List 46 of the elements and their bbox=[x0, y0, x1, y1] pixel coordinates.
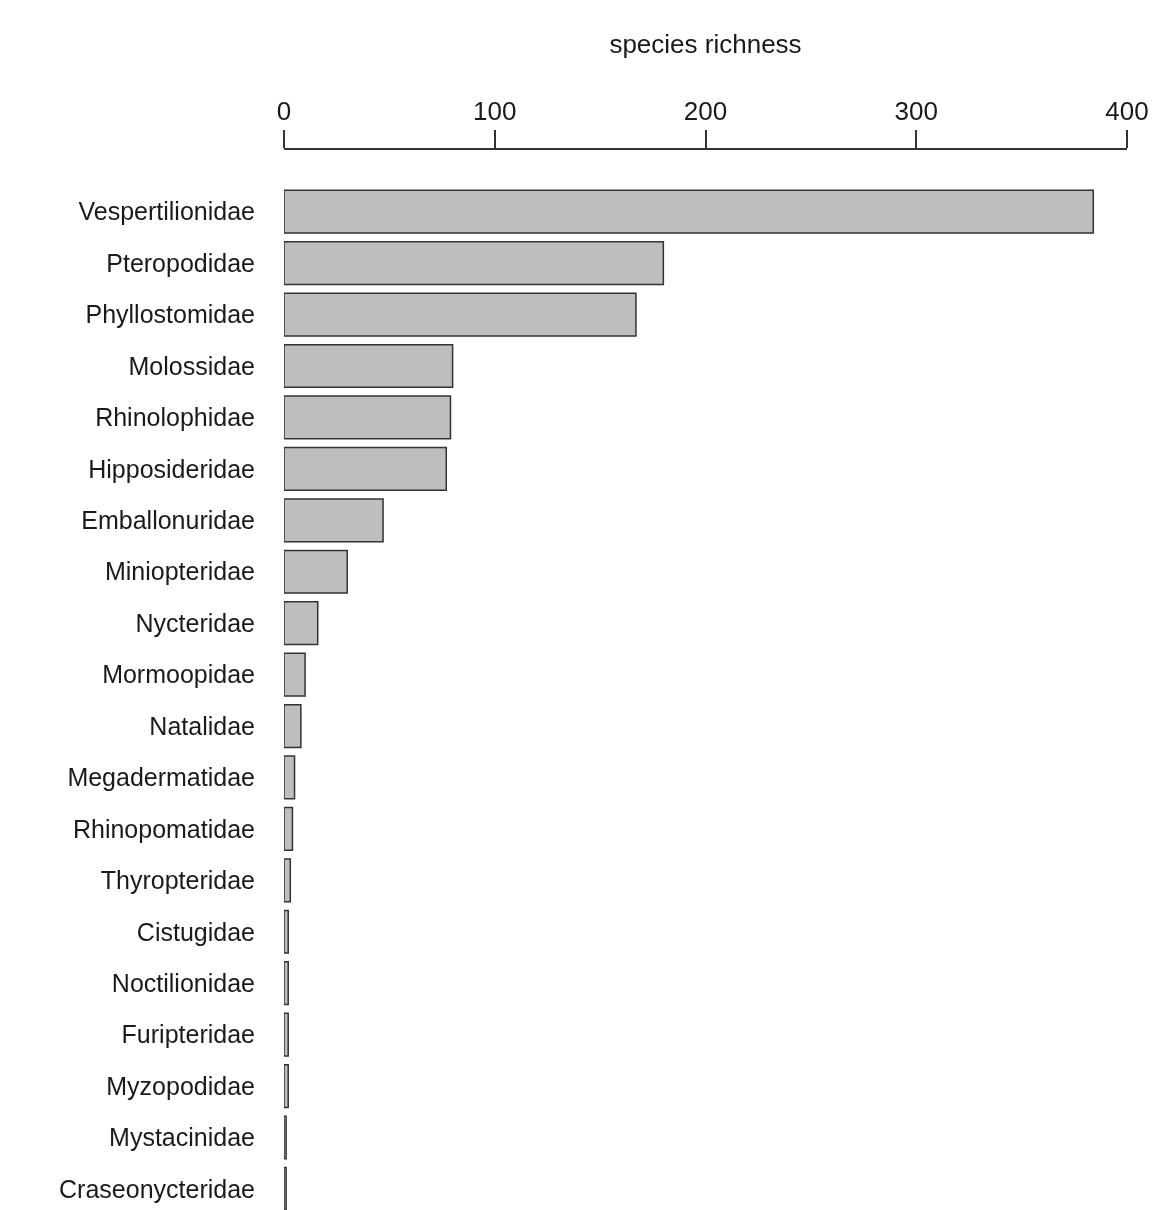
bar bbox=[284, 241, 665, 286]
bar bbox=[284, 703, 302, 749]
bar bbox=[284, 189, 1095, 234]
x-tick-label: 0 bbox=[276, 95, 292, 126]
y-tick-label: Mormoopidae bbox=[102, 660, 255, 689]
y-tick-label: Hipposideridae bbox=[88, 454, 255, 483]
y-tick-label: Emballonuridae bbox=[81, 506, 255, 535]
bar bbox=[284, 601, 319, 646]
y-tick-label: Thyropteridae bbox=[100, 866, 255, 895]
bar bbox=[284, 498, 384, 543]
bar bbox=[284, 446, 448, 491]
x-tick-label: 100 bbox=[473, 95, 517, 126]
bar bbox=[284, 755, 296, 800]
bar bbox=[284, 292, 637, 337]
y-tick-label: Molossidae bbox=[128, 351, 255, 380]
x-axis-title: species richness bbox=[609, 28, 802, 59]
bar bbox=[284, 652, 306, 697]
y-tick-label: Noctilionidae bbox=[111, 968, 255, 997]
y-tick-label: Rhinolophidae bbox=[95, 403, 255, 432]
y-tick-label: Pteropodidae bbox=[106, 248, 255, 277]
bar bbox=[284, 1063, 289, 1109]
bar bbox=[284, 549, 348, 594]
bar bbox=[284, 806, 294, 851]
y-tick-label: Megadermatidae bbox=[67, 763, 255, 792]
x-tick-label: 300 bbox=[894, 95, 938, 126]
y-tick-label: Vespertilionidae bbox=[78, 197, 255, 226]
bar bbox=[284, 1115, 287, 1160]
x-tick-label: 400 bbox=[1105, 95, 1149, 126]
y-tick-label: Furipteridae bbox=[121, 1020, 255, 1049]
y-tick-label: Natalidae bbox=[149, 711, 255, 740]
y-tick-label: Rhinopomatidae bbox=[72, 814, 255, 843]
bar bbox=[284, 1012, 289, 1057]
x-tick-label: 200 bbox=[683, 95, 728, 126]
bar bbox=[284, 1166, 287, 1210]
bar bbox=[284, 343, 454, 389]
y-tick-label: Nycteridae bbox=[135, 608, 255, 637]
y-tick-label: Miniopteridae bbox=[104, 557, 255, 586]
y-tick-label: Mystacinidae bbox=[109, 1123, 255, 1152]
y-tick-label: Cistugidae bbox=[136, 917, 255, 946]
y-tick-label: Craseonycteridae bbox=[59, 1174, 255, 1203]
bar bbox=[284, 395, 452, 440]
y-tick-label: Phyllostomidae bbox=[85, 300, 255, 329]
y-tick-label: Myzopodidae bbox=[106, 1071, 255, 1100]
bar bbox=[284, 961, 289, 1006]
bar bbox=[284, 858, 292, 903]
bar bbox=[284, 909, 289, 954]
